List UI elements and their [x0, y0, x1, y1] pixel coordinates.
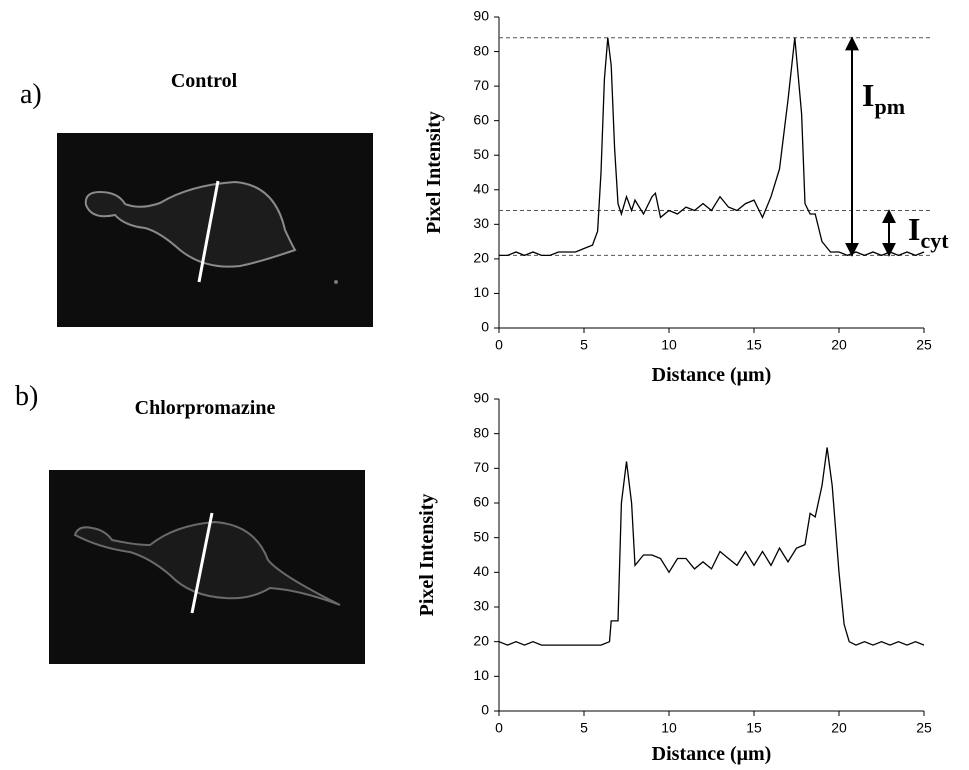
y-tick-label: 60: [473, 111, 489, 127]
annotation-subscript: cyt: [920, 228, 949, 253]
y-tick-label: 90: [473, 390, 489, 406]
y-tick-label: 70: [473, 459, 489, 475]
image-title: Control: [171, 70, 238, 92]
x-tick-label: 10: [661, 720, 677, 736]
y-tick-label: 20: [473, 250, 489, 266]
x-tick-label: 20: [831, 337, 847, 353]
annotation: Icyt: [908, 211, 949, 253]
image-title: Chlorpromazine: [135, 397, 276, 419]
x-tick-label: 25: [916, 720, 932, 736]
x-axis-label: Distance (μm): [652, 364, 772, 386]
annotation: Ipm: [862, 77, 905, 119]
y-tick-label: 70: [473, 77, 489, 93]
micrograph-b: [49, 470, 365, 664]
y-tick-label: 60: [473, 494, 489, 510]
x-tick-label: 5: [580, 337, 588, 353]
y-tick-label: 50: [473, 528, 489, 544]
y-tick-label: 80: [473, 42, 489, 58]
panel-label: b): [15, 381, 38, 412]
x-tick-label: 0: [495, 337, 503, 353]
y-tick-label: 40: [473, 180, 489, 196]
y-tick-label: 10: [473, 667, 489, 683]
y-tick-label: 30: [473, 215, 489, 231]
y-tick-label: 50: [473, 146, 489, 162]
x-tick-label: 10: [661, 337, 677, 353]
annotation-subscript: pm: [874, 94, 905, 119]
y-tick-label: 30: [473, 598, 489, 614]
data-line: [498, 447, 925, 646]
annotation-main: I: [908, 211, 920, 247]
annotation-main: I: [862, 77, 874, 113]
y-tick-label: 0: [481, 702, 489, 718]
x-tick-label: 0: [495, 720, 503, 736]
panel-label: a): [20, 79, 42, 110]
y-tick-label: 40: [473, 563, 489, 579]
y-tick-label: 10: [473, 284, 489, 300]
y-tick-label: 80: [473, 424, 489, 440]
micrograph-a: [57, 133, 373, 327]
x-tick-label: 15: [746, 720, 762, 736]
y-tick-label: 0: [481, 319, 489, 335]
x-tick-label: 20: [831, 720, 847, 736]
x-tick-label: 5: [580, 720, 588, 736]
x-axis-label: Distance (μm): [652, 743, 772, 765]
y-axis-label: Pixel Intensity: [423, 111, 445, 234]
x-tick-label: 15: [746, 337, 762, 353]
x-tick-label: 25: [916, 337, 932, 353]
y-axis-label: Pixel Intensity: [416, 494, 438, 617]
data-line: [499, 37, 925, 257]
y-tick-label: 20: [473, 632, 489, 648]
y-tick-label: 90: [473, 8, 489, 24]
